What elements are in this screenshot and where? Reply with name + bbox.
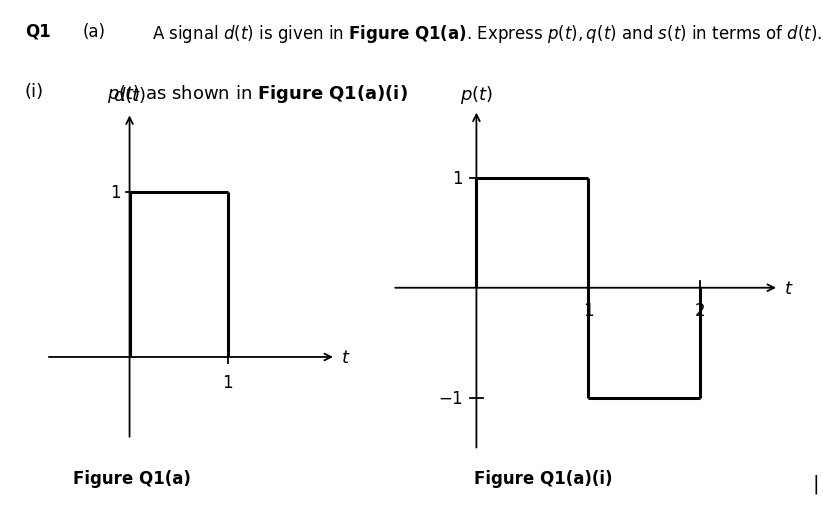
Text: A signal $d(t)$ is given in $\mathbf{Figure\ Q1(a)}$. Express $p(t),q(t)$ and $s: A signal $d(t)$ is given in $\mathbf{Fig… (152, 23, 823, 45)
Text: (a): (a) (82, 23, 105, 41)
Text: $t$: $t$ (784, 279, 794, 297)
Text: 2: 2 (695, 301, 706, 319)
Text: 1: 1 (453, 169, 463, 187)
Text: Q1: Q1 (25, 23, 50, 41)
Text: $d(t)$: $d(t)$ (113, 85, 146, 105)
Text: 1: 1 (222, 374, 233, 392)
Text: 1: 1 (584, 301, 593, 319)
Text: Figure Q1(a): Figure Q1(a) (72, 469, 191, 488)
Text: (i): (i) (25, 82, 44, 100)
Text: $p(t)$: $p(t)$ (460, 84, 493, 106)
Text: Figure Q1(a)(i): Figure Q1(a)(i) (474, 469, 612, 488)
Text: |: | (812, 474, 819, 493)
Text: $p(t)$ as shown in $\mathbf{Figure\ Q1(a)(i)}$: $p(t)$ as shown in $\mathbf{Figure\ Q1(a… (107, 82, 408, 104)
Text: $-1$: $-1$ (438, 389, 463, 407)
Text: 1: 1 (110, 183, 121, 202)
Text: $t$: $t$ (341, 348, 351, 366)
